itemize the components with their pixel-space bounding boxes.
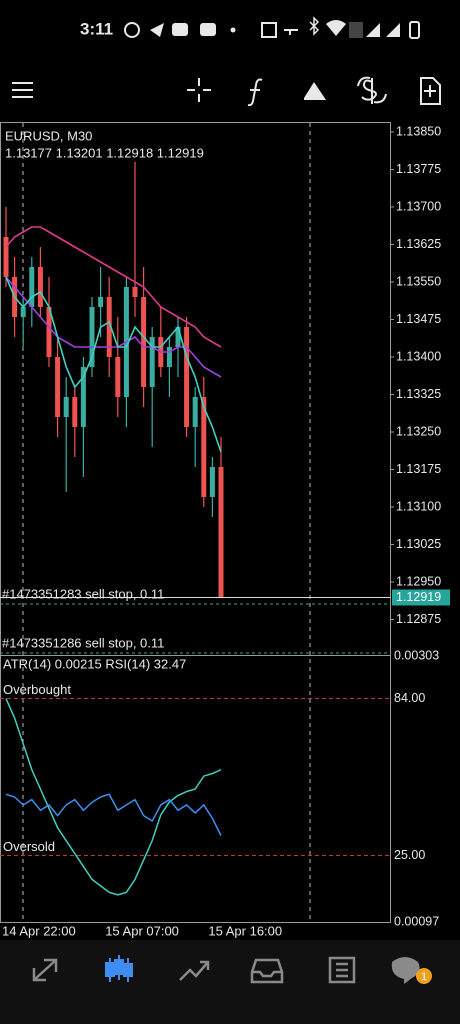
- nav-news[interactable]: [328, 956, 356, 984]
- candle-body: [55, 357, 61, 417]
- y-tick-label: 1.13175: [396, 462, 441, 476]
- y-tick-label: 1.13325: [396, 387, 441, 401]
- indicator-readout: ATR(14) 0.00215 RSI(14) 32.47: [3, 656, 186, 671]
- nav-history[interactable]: [250, 958, 284, 984]
- y-tick-label: 1.13025: [396, 537, 441, 551]
- atr-line: [5, 698, 222, 896]
- candle-body: [37, 267, 43, 307]
- candle-body: [106, 297, 112, 357]
- level-label: 84.00: [394, 691, 425, 705]
- moving-average: [5, 226, 222, 348]
- chart-frame: [0, 122, 391, 923]
- candle-body: [29, 267, 35, 307]
- crosshair-button[interactable]: [187, 78, 211, 102]
- candle-body: [72, 397, 78, 427]
- y-tick-label: 1.13850: [396, 124, 441, 138]
- candle-body: [132, 287, 138, 297]
- candle-body: [175, 327, 181, 347]
- chart-title: EURUSD, M30: [5, 128, 92, 143]
- indicators-button[interactable]: [247, 78, 263, 107]
- ohlc-readout: 1.13177 1.13201 1.12918 1.12919: [5, 145, 204, 160]
- badge-count: 1: [421, 971, 427, 983]
- y-tick-label: 1.13100: [396, 499, 441, 513]
- price-tag: [392, 589, 450, 606]
- candle-body: [46, 307, 52, 357]
- candle-body: [166, 347, 172, 367]
- candle-body: [201, 397, 207, 497]
- period-separators: [22, 123, 311, 922]
- nav-chart[interactable]: [105, 955, 133, 982]
- candle-body: [209, 467, 215, 497]
- candle-body: [192, 397, 198, 427]
- toolbar: [12, 76, 441, 107]
- order-label: #1473351286 sell stop, 0.11: [2, 635, 164, 650]
- level-name: Oversold: [3, 839, 55, 854]
- menu-button[interactable]: [12, 82, 33, 98]
- x-tick-label: 15 Apr 16:00: [208, 923, 282, 938]
- x-tick-label: 14 Apr 22:00: [2, 923, 76, 938]
- nav-messages[interactable]: [391, 957, 420, 984]
- price-tag-label: 1.12919: [396, 590, 441, 604]
- y-tick-label: 1.12875: [396, 612, 441, 626]
- y-tick-label: 1.13550: [396, 274, 441, 288]
- candle-body: [149, 337, 155, 387]
- candle-body: [218, 467, 224, 598]
- indicator-axis-label: 0.00303: [394, 648, 439, 662]
- candle-body: [141, 297, 147, 387]
- y-tick-label: 1.13775: [396, 162, 441, 176]
- indicator-axis-label: 0.00097: [394, 914, 439, 928]
- moving-average: [5, 276, 222, 453]
- y-tick-label: 1.13475: [396, 312, 441, 326]
- trade-button[interactable]: [357, 76, 387, 104]
- status-icons: [124, 16, 420, 39]
- candle-body: [3, 237, 9, 277]
- candle-body: [115, 357, 121, 397]
- y-tick-label: 1.13400: [396, 349, 441, 363]
- candle-body: [98, 297, 104, 307]
- y-tick-label: 1.12950: [396, 574, 441, 588]
- x-tick-label: 15 Apr 07:00: [105, 923, 179, 938]
- y-tick-label: 1.13250: [396, 424, 441, 438]
- order-label: #1473351283 sell stop, 0.11: [2, 586, 164, 601]
- level-name: Overbought: [3, 682, 71, 697]
- candle-body: [63, 397, 69, 417]
- moving-average: [5, 276, 222, 378]
- nav-background: [0, 940, 460, 1024]
- bottom-nav: 1: [0, 940, 460, 1024]
- badge: [416, 968, 432, 984]
- candle-body: [89, 307, 95, 367]
- clock: 3:11: [80, 19, 113, 38]
- candle-body: [80, 367, 86, 427]
- y-tick-label: 1.13700: [396, 199, 441, 213]
- rsi-line: [5, 793, 222, 836]
- level-label: 25.00: [394, 848, 425, 862]
- nav-quotes[interactable]: [32, 958, 58, 982]
- new-order-button[interactable]: [420, 77, 441, 105]
- nav-trade[interactable]: [179, 960, 210, 981]
- objects-button[interactable]: [304, 82, 326, 100]
- y-tick-label: 1.13625: [396, 237, 441, 251]
- candle-body: [20, 307, 26, 317]
- candle-body: [184, 327, 190, 427]
